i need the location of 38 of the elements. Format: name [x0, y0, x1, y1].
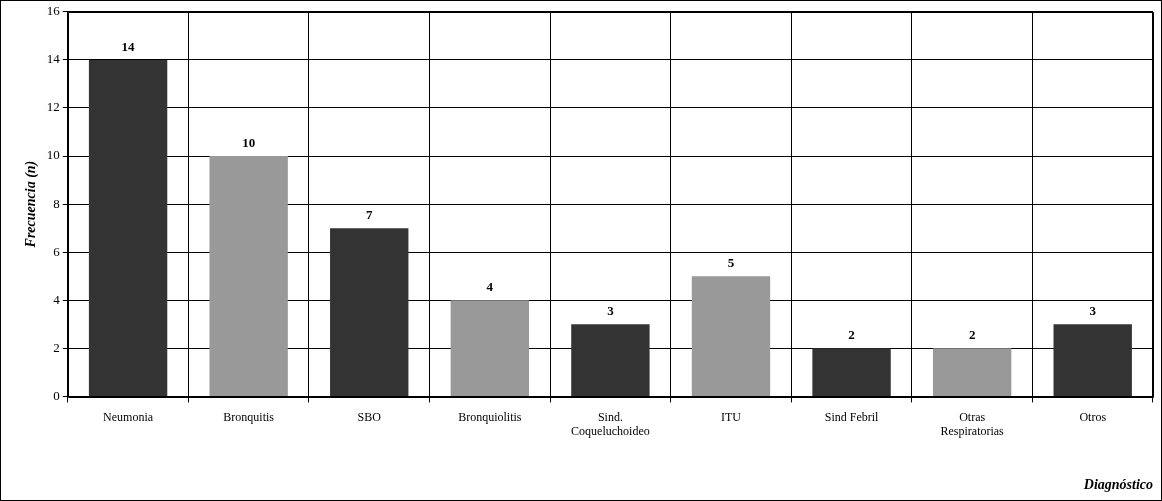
data-label: 5: [727, 255, 735, 271]
data-label: 7: [365, 207, 373, 222]
x-tick-label: SBO: [357, 409, 382, 424]
bar: [812, 348, 891, 396]
data-label: 3: [1089, 303, 1097, 319]
bar: [209, 156, 288, 396]
data-label: 10: [242, 134, 256, 150]
x-tick-label: Sind. Coqueluchoideo: [571, 409, 650, 439]
y-tick-label: 4: [53, 291, 61, 307]
x-tick-label: Neumonia: [103, 409, 154, 424]
x-tick-label: ITU: [720, 409, 742, 424]
x-tick-label: Sind Febril: [824, 409, 880, 424]
x-axis-title: Diagnóstico: [1082, 477, 1153, 493]
data-label: 4: [486, 279, 494, 295]
data-label: 3: [607, 303, 615, 319]
data-label: 2: [848, 327, 855, 343]
x-tick-label: Bronquiolitis: [458, 409, 522, 424]
bar: [571, 324, 650, 396]
x-tick-label: Otros: [1079, 409, 1107, 424]
data-label: 14: [121, 38, 136, 54]
bar: [88, 59, 168, 396]
y-tick-label: 14: [46, 51, 61, 67]
data-label: 2: [968, 327, 976, 343]
bar: [1053, 324, 1132, 396]
y-tick-label: 8: [53, 195, 60, 211]
bar: [932, 348, 1012, 396]
y-tick-label: 6: [53, 243, 61, 259]
y-tick-label: 12: [46, 99, 60, 115]
y-tick-label: 0: [53, 387, 60, 403]
bar: [691, 276, 771, 396]
y-tick-label: 10: [46, 147, 60, 163]
x-tick-label: Otras Respiratorias: [940, 409, 1005, 439]
y-tick-label: 2: [53, 339, 60, 355]
y-tick-label: 16: [46, 3, 61, 19]
bar: [330, 228, 409, 396]
bar: [450, 300, 530, 396]
y-axis-title: Frecuencia (n): [23, 160, 40, 249]
x-tick-label: Bronquitis: [223, 409, 275, 424]
